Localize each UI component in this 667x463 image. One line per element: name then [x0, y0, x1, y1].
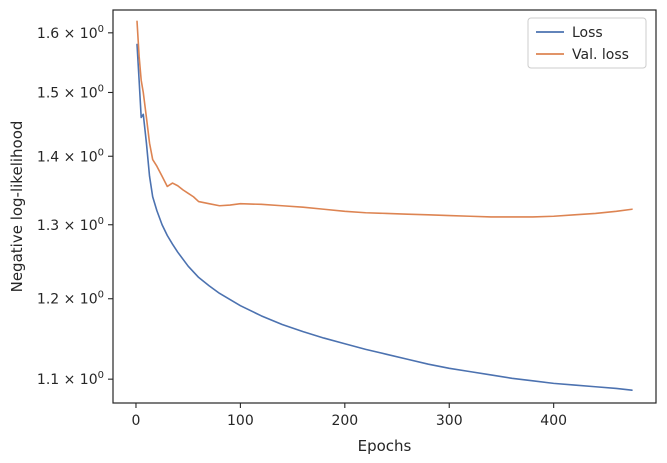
x-tick-label: 200 — [331, 413, 358, 429]
series-line-val-loss — [136, 20, 633, 218]
axes-layer: 0 100 200 300 400 1.1 × 100 1.2 × 100 1.3 × 100… — [8, 9, 657, 455]
y-tick-label: 1.6 × 100 — [37, 24, 104, 42]
x-tick-label: 400 — [540, 413, 567, 429]
series-layer — [136, 20, 633, 391]
x-axis-label: Epochs — [358, 437, 412, 455]
legend: Loss Val. loss — [527, 17, 647, 69]
y-tick-label: 1.1 × 100 — [37, 370, 104, 388]
y-tick-label: 1.3 × 100 — [37, 216, 104, 234]
legend-entry: Loss — [572, 25, 603, 41]
legend-entry: Val. loss — [572, 47, 629, 63]
y-tick-label: 1.5 × 100 — [37, 83, 104, 101]
y-axis-label: Negative log-likelihood — [8, 121, 26, 293]
legend-box — [527, 17, 647, 69]
y-tick-label: 1.4 × 100 — [37, 147, 104, 165]
x-tick-label: 100 — [227, 413, 254, 429]
plot-frame — [112, 9, 657, 404]
x-tick-label: 300 — [436, 413, 463, 429]
y-tick-label: 1.2 × 100 — [37, 290, 104, 308]
series-line-loss — [136, 43, 633, 391]
x-tick-label: 0 — [132, 413, 141, 429]
